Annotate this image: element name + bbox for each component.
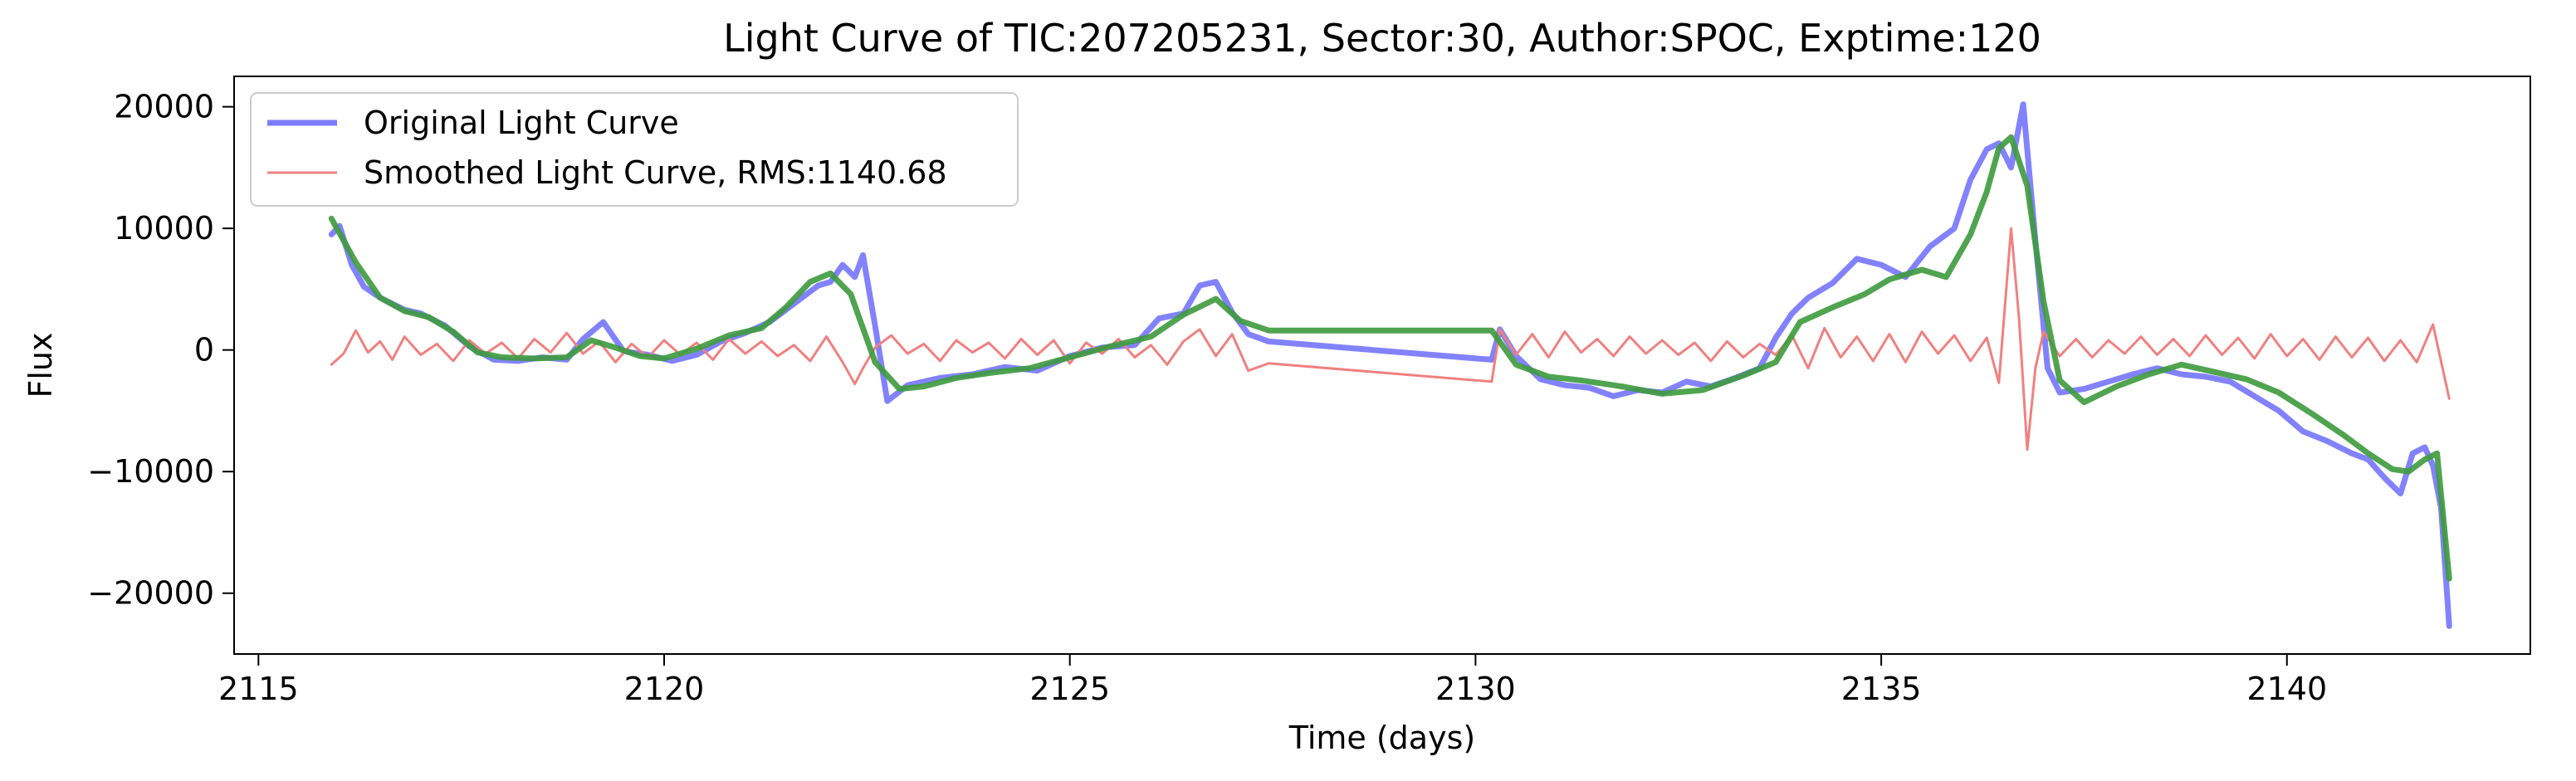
y-axis-label: Flux <box>22 333 59 398</box>
y-tick-label: −10000 <box>87 453 214 490</box>
legend-label-smoothed: Smoothed Light Curve, RMS:1140.68 <box>364 154 947 191</box>
y-tick-label: −20000 <box>87 575 214 612</box>
series-line-trend <box>328 134 2452 582</box>
legend-box <box>250 92 1019 207</box>
x-axis-label: Time (days) <box>1288 720 1475 756</box>
y-tick-label: 20000 <box>114 89 214 125</box>
x-tick-label: 2135 <box>1841 671 1922 707</box>
x-axis: 2115 2120 2125 2130 2135 2140 <box>218 654 2327 707</box>
legend-label-original: Original Light Curve <box>364 105 679 141</box>
x-tick-label: 2125 <box>1029 671 1110 707</box>
y-axis: −20000 −10000 0 10000 20000 <box>87 89 234 612</box>
x-tick-label: 2140 <box>2246 671 2327 707</box>
legend: Original Light Curve Smoothed Light Curv… <box>250 92 1019 207</box>
x-tick-label: 2115 <box>218 671 299 707</box>
y-tick-label: 10000 <box>114 210 214 247</box>
series-line-smoothed <box>330 227 2451 452</box>
x-tick-label: 2120 <box>624 671 705 707</box>
plot-area <box>328 101 2452 629</box>
chart-title: Light Curve of TIC:207205231, Sector:30,… <box>723 16 2041 61</box>
y-tick-label: 0 <box>194 332 214 369</box>
x-tick-label: 2130 <box>1435 671 1516 707</box>
plot-frame <box>233 76 2531 655</box>
